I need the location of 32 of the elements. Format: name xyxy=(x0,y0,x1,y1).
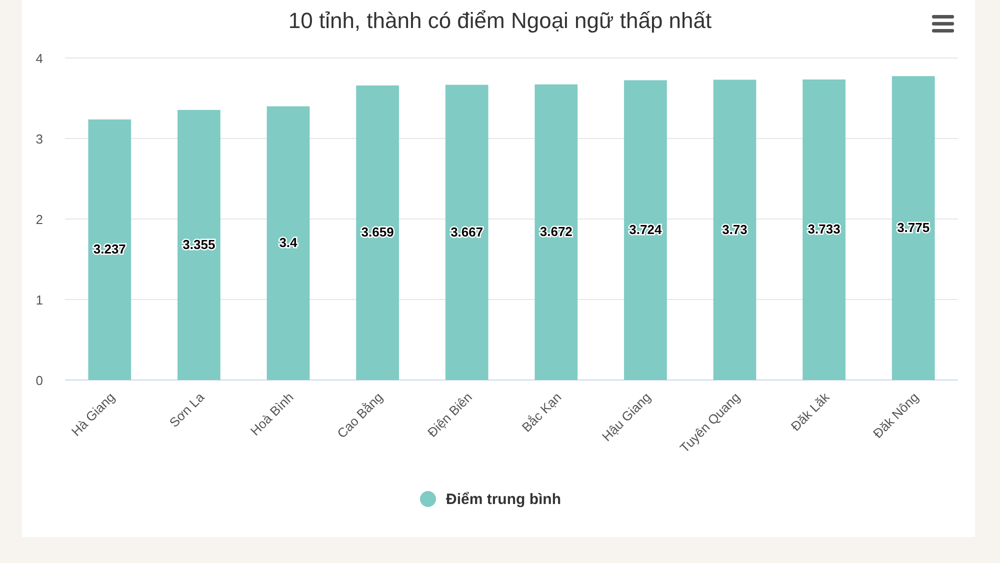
bar xyxy=(178,110,220,380)
x-tick-label: Điện Biên xyxy=(424,390,475,440)
bar xyxy=(802,79,846,380)
x-tick-label: Hoà Bình xyxy=(247,390,296,438)
data-label: 3.355 xyxy=(182,236,216,252)
data-label: 3.775 xyxy=(897,220,930,236)
data-label: 3.724 xyxy=(629,222,662,238)
x-tick-label: Đăk Lăk xyxy=(788,389,833,434)
y-tick-label: 0 xyxy=(36,373,43,388)
bar xyxy=(266,106,310,380)
bar xyxy=(624,80,667,380)
y-tick-label: 2 xyxy=(36,212,43,227)
data-label: 3.659 xyxy=(361,224,394,240)
bar xyxy=(534,84,578,380)
x-tick-label: Sơn La xyxy=(166,388,208,430)
chart-title: 10 tỉnh, thành có điểm Ngoại ngữ thấp nhất xyxy=(288,8,712,33)
bar xyxy=(713,80,756,380)
bar xyxy=(88,119,132,380)
y-tick-label: 1 xyxy=(36,292,43,308)
data-label: 3.672 xyxy=(540,224,572,240)
y-tick-label: 4 xyxy=(36,51,43,66)
y-tick-label: 3 xyxy=(36,132,43,146)
data-label: 3.73 xyxy=(722,222,748,237)
data-label: 3.4 xyxy=(279,235,298,250)
data-label: 3.237 xyxy=(93,242,126,257)
data-label: 3.733 xyxy=(808,222,840,237)
bar xyxy=(892,76,935,380)
legend-label: Điểm trung bình xyxy=(446,491,561,508)
bar xyxy=(445,84,488,380)
x-tick-label: Bắc Kạn xyxy=(518,390,564,435)
bar xyxy=(356,85,399,380)
data-label: 3.667 xyxy=(450,224,484,240)
